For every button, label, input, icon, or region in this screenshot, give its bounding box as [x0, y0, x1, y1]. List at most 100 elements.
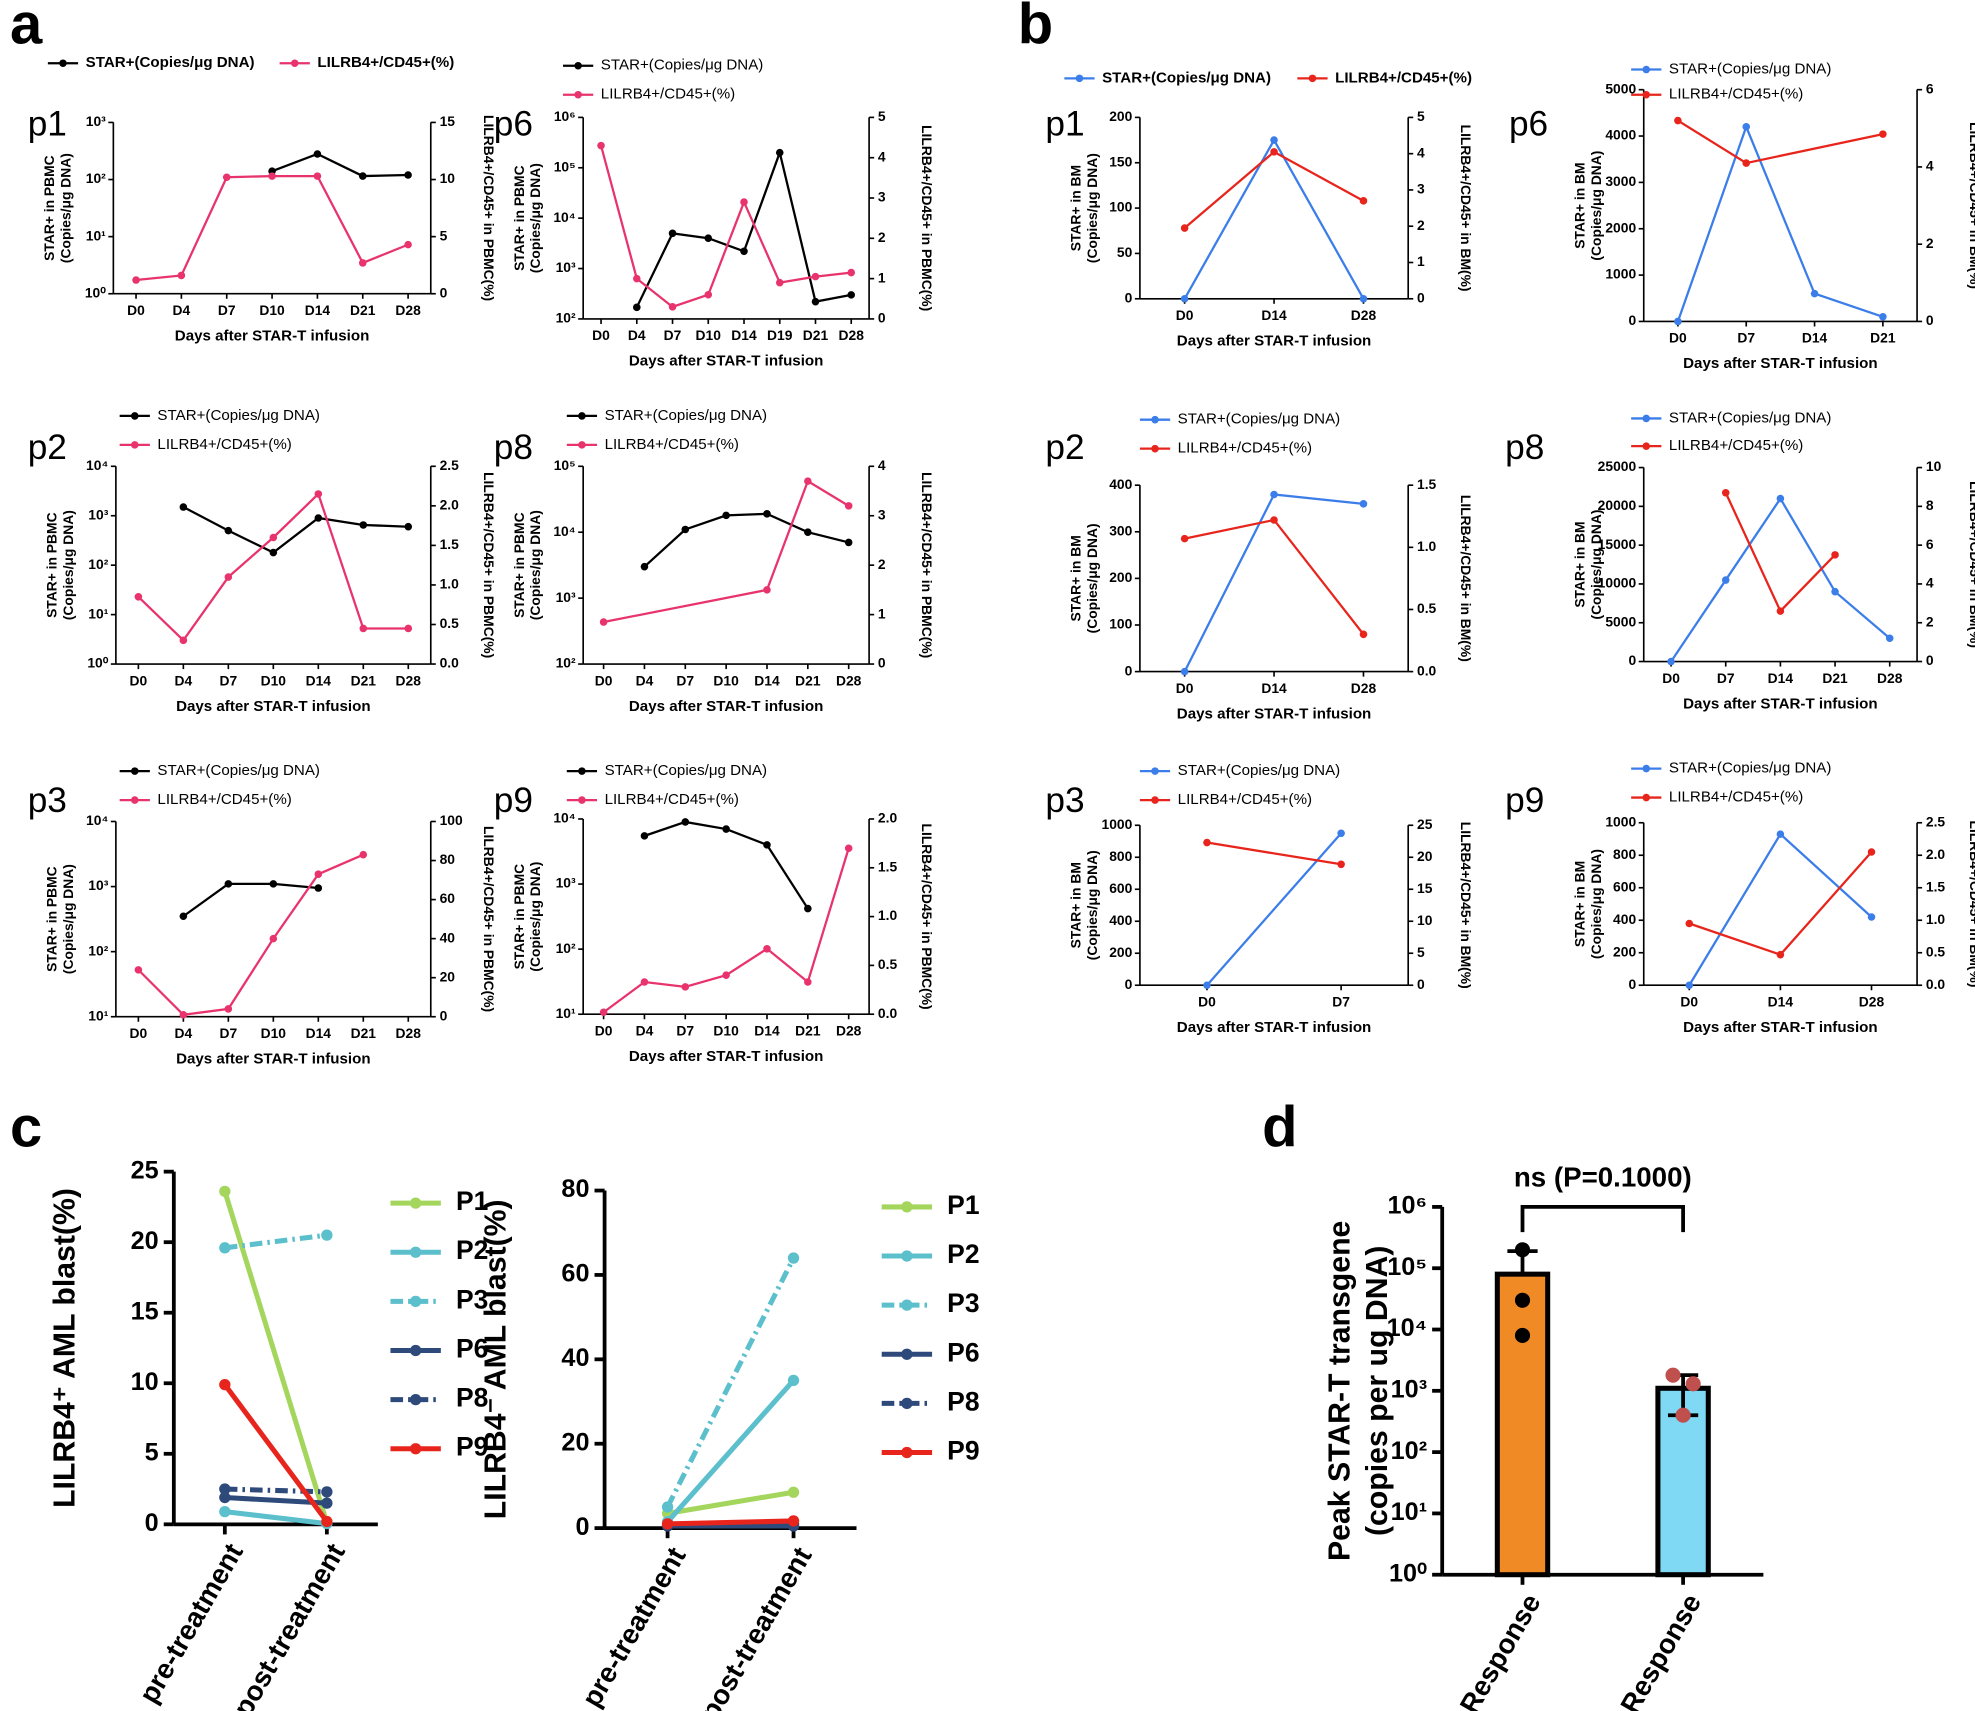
data-point [219, 1483, 231, 1495]
data-point [599, 618, 608, 626]
data-point [314, 514, 323, 522]
y2-axis-label: LILRB4+/CD45+ in PBMC(%) [919, 125, 935, 311]
x-axis-label: Days after STAR-T infusion [629, 353, 823, 370]
x-tick-label: D7 [1332, 994, 1350, 1010]
y-tick-label: 10⁴ [1387, 1314, 1427, 1342]
legend-label: P9 [456, 1432, 488, 1462]
legend-label: P1 [456, 1186, 488, 1216]
data-point [1667, 657, 1675, 666]
x-tick-label: D0 [1176, 680, 1194, 696]
x-axis-label: Days after STAR-T infusion [629, 1048, 823, 1065]
y2-axis-label: LILRB4+/CD45+ in BM(%) [1967, 481, 1975, 648]
series-line [602, 847, 850, 1014]
data-point [787, 1515, 800, 1527]
legend-marker [409, 1443, 422, 1455]
data-point [1514, 1327, 1531, 1344]
legend-label: P6 [947, 1337, 979, 1367]
x-tick-label: D0 [1680, 994, 1698, 1010]
series-line [667, 1521, 794, 1528]
x-tick-label: post-treatment [227, 1538, 351, 1711]
data-point [219, 1505, 231, 1518]
y2-tick-label: 40 [440, 929, 456, 945]
x-tick-label: D4 [628, 327, 646, 343]
panel-label: b [1018, 0, 1053, 56]
legend-label: STAR+(Copies/μg DNA) [1669, 760, 1832, 777]
y2-tick-label: 10 [1926, 458, 1942, 474]
data-point [269, 533, 278, 542]
data-point [358, 259, 367, 267]
data-point [1776, 494, 1785, 503]
data-point [1180, 667, 1189, 676]
y-axis-label: (Copies/μg DNA) [60, 864, 76, 974]
y2-tick-label: 4 [1926, 575, 1934, 591]
y2-axis-label: LILRB4+/CD45+ in PBMC(%) [481, 115, 497, 301]
data-point [804, 528, 812, 536]
legend-label: LILRB4+/CD45+(%) [1669, 437, 1803, 454]
x-tick-label: D14 [306, 1025, 332, 1041]
legend-marker [901, 1446, 913, 1459]
x-tick-label: D10 [713, 1022, 739, 1038]
data-point [1203, 838, 1211, 847]
y-tick-label: 20000 [1598, 497, 1637, 513]
legend-marker [1642, 764, 1651, 773]
x-tick-label: D21 [351, 672, 377, 688]
y-tick-label: 10³ [88, 506, 108, 522]
y2-tick-label: 0 [1417, 289, 1425, 305]
data-point [321, 1229, 333, 1241]
legend-marker [1151, 796, 1159, 804]
y-tick-label: 20 [561, 1428, 589, 1456]
chart-title: p9 [494, 781, 533, 820]
legend-marker [1642, 414, 1651, 423]
legend-marker [1075, 74, 1084, 83]
data-point [661, 1501, 674, 1513]
data-point [224, 880, 233, 888]
y-tick-label: 400 [1109, 476, 1132, 492]
y-tick-label: 5 [145, 1438, 159, 1466]
y2-tick-label: 1.5 [878, 858, 898, 874]
data-point [704, 290, 713, 299]
legend-label: P6 [456, 1333, 488, 1363]
y-tick-label: 100 [1109, 199, 1132, 215]
data-point [740, 198, 748, 206]
series-line [137, 853, 364, 1016]
legend-label: P2 [947, 1239, 979, 1269]
y-tick-label: 0 [1628, 976, 1636, 992]
y-tick-label: 10³ [556, 259, 576, 275]
data-point [722, 511, 730, 520]
y-axis-label: STAR+ in PBMC [511, 512, 527, 618]
y2-tick-label: 2.5 [1926, 813, 1946, 829]
y-tick-label: 2000 [1605, 219, 1636, 235]
legend-label: STAR+(Copies/μg DNA) [86, 54, 255, 71]
y2-tick-label: 0.5 [440, 615, 460, 631]
series-line [1183, 150, 1365, 229]
x-tick-label: pre-treatment [576, 1542, 692, 1711]
legend-marker [901, 1397, 913, 1410]
legend-marker [130, 412, 139, 420]
series-line [667, 1518, 794, 1527]
legend-label: LILRB4+/CD45+(%) [605, 436, 739, 453]
data-point [740, 247, 748, 256]
data-point [1885, 634, 1894, 643]
series-line [643, 512, 849, 568]
data-point [1270, 148, 1278, 156]
data-point [404, 624, 413, 633]
x-tick-label: D14 [731, 327, 757, 343]
legend-marker [1151, 415, 1159, 424]
x-tick-label: D0 [1176, 307, 1194, 323]
series-line [665, 1256, 796, 1509]
data-point [132, 276, 140, 284]
y-tick-label: 10⁴ [553, 810, 575, 826]
x-tick-label: D4 [636, 1022, 654, 1038]
y-axis-label: STAR+ in PBMC [44, 866, 60, 972]
y2-tick-label: 80 [440, 851, 456, 867]
legend-marker [1151, 444, 1159, 453]
data-point [179, 503, 188, 511]
y-tick-label: 0 [1628, 652, 1636, 668]
legend-marker [1308, 74, 1317, 83]
chart-title: p1 [1045, 105, 1084, 144]
y2-tick-label: 0.5 [1926, 943, 1946, 959]
x-tick-label: D0 [592, 327, 610, 343]
legend-label: P3 [456, 1284, 488, 1314]
data-point [1742, 159, 1751, 167]
y2-axis-label: LILRB4+/CD45+ in BM(%) [1458, 822, 1474, 989]
